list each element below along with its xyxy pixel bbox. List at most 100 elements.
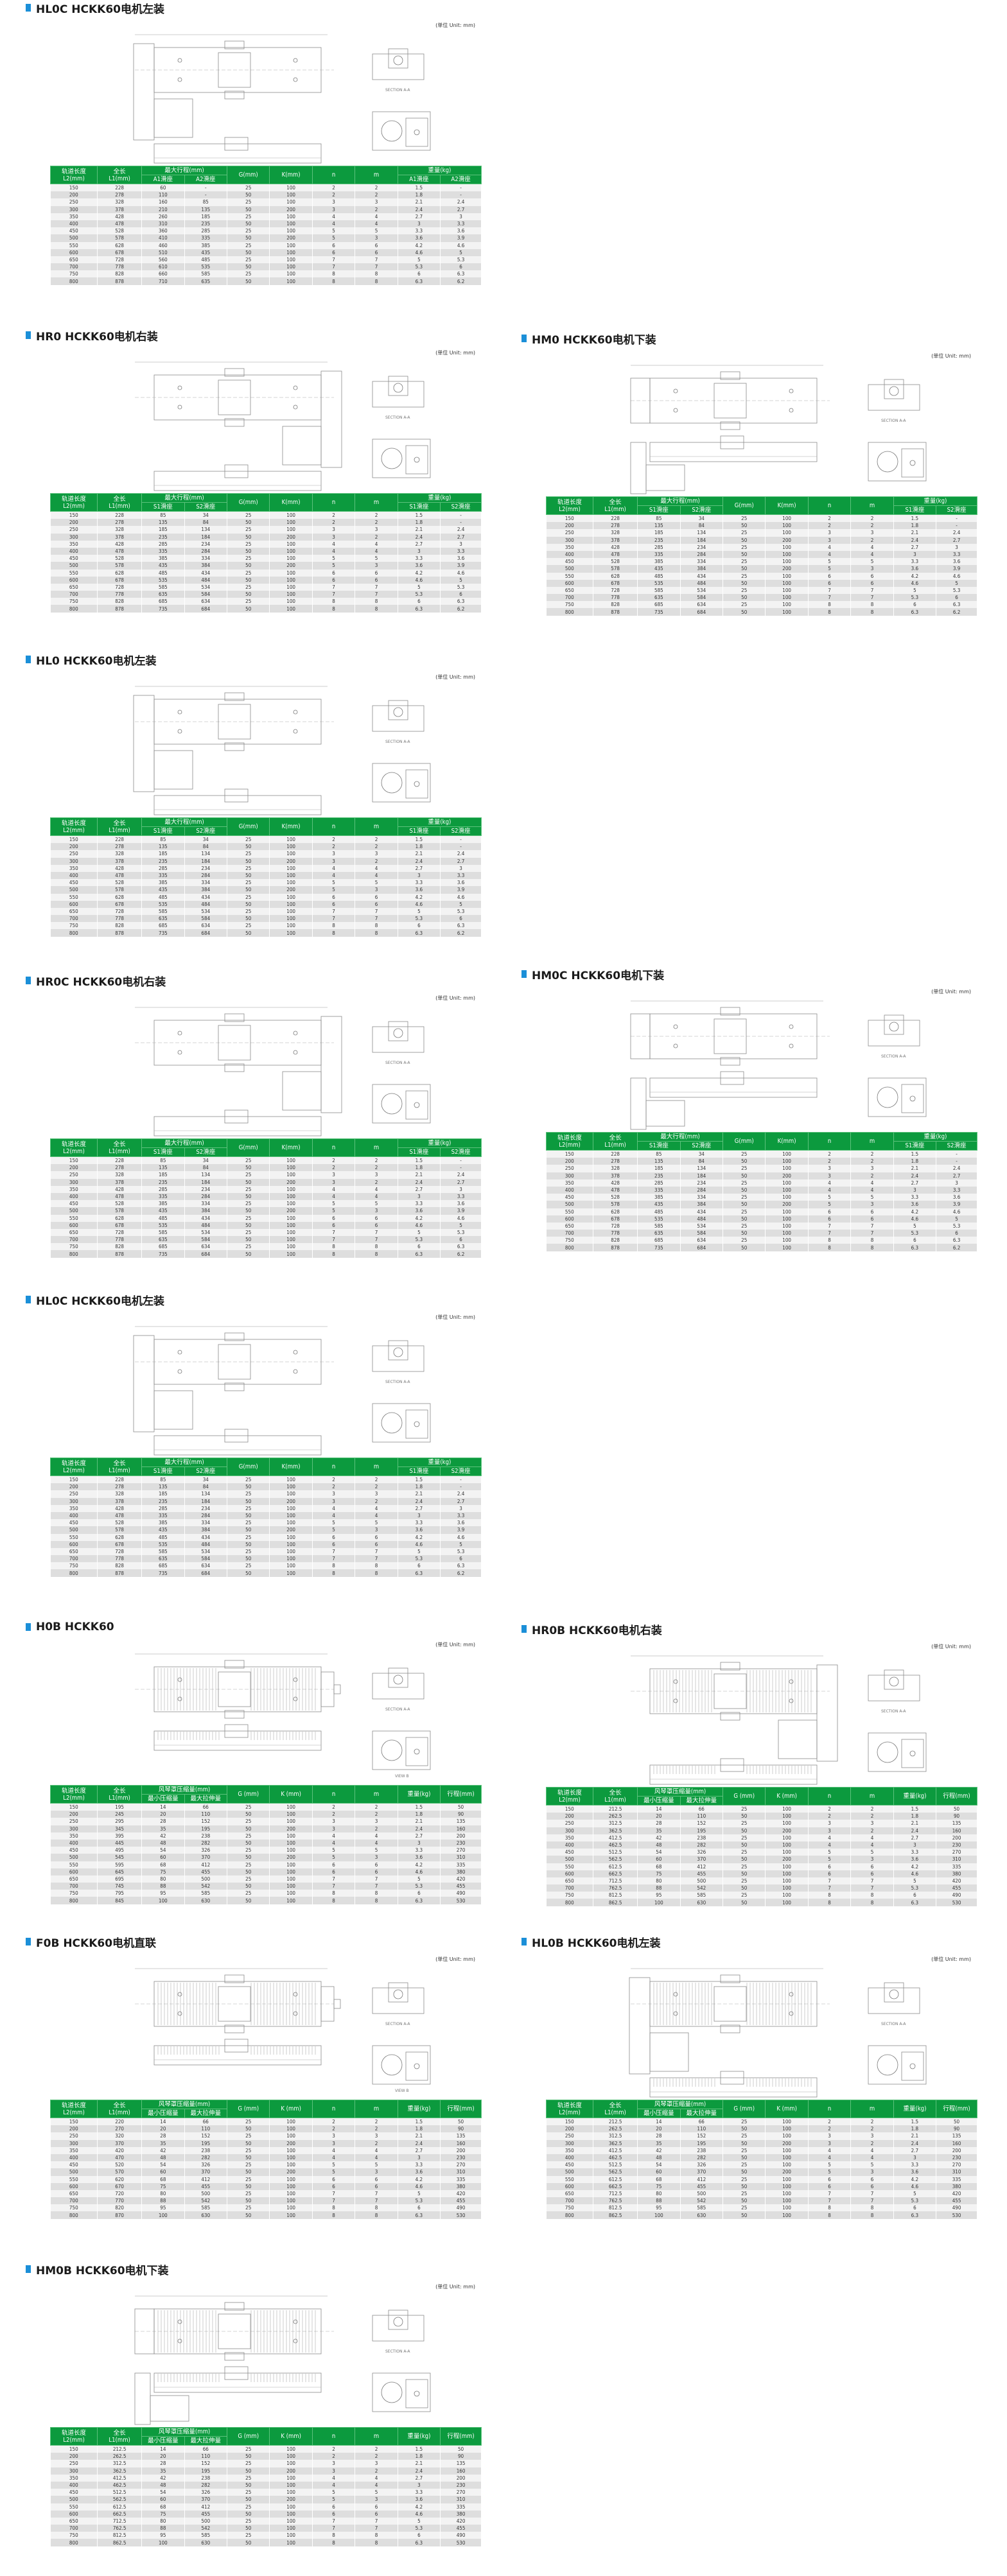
table-cell: 462.5 <box>593 2154 638 2162</box>
table-cell: 3 <box>312 857 356 865</box>
header-rail-length-text: 轨道长度 <box>557 1134 582 1142</box>
motor-flange-circle <box>877 451 898 473</box>
mounting-hole <box>293 385 298 390</box>
table-cell: 6.2 <box>936 1244 977 1251</box>
table-row: 500 578 435 384 50 200 5 3 3.6 3.9 <box>50 886 482 894</box>
table-cell: 400 <box>50 1839 98 1847</box>
table-cell: 378 <box>593 1172 638 1179</box>
table-cell: 778 <box>97 915 143 923</box>
table-row: 800 878 735 684 50 100 8 8 6.3 6.2 <box>546 608 977 616</box>
unit-label: (单位 Unit: mm) <box>931 1644 971 1649</box>
table-cell: - <box>440 1156 482 1165</box>
section-label: SECTION A-A <box>385 740 410 744</box>
product-section: HM0 HCKK60电机下装 (单位 Unit: mm) SECTION A-A 轨道… <box>521 331 978 645</box>
table-cell: 6 <box>808 2175 852 2183</box>
table-cell: 380 <box>936 1870 977 1877</box>
table-cell: 7 <box>312 2525 356 2532</box>
table-cell: 435 <box>141 1526 185 1534</box>
table-cell: 2.4 <box>893 536 937 544</box>
header-sub-1-text: A1滑座 <box>153 176 173 183</box>
slider-tab <box>720 1974 740 1983</box>
table-cell: 50 <box>227 886 270 894</box>
header-weight-sub-1: S1滑座 <box>397 502 441 512</box>
table-cell: 2 <box>355 1483 398 1491</box>
table-cell: 326 <box>680 1849 724 1856</box>
table-cell: 4.6 <box>398 1540 441 1548</box>
table-cell: 100 <box>269 1868 313 1875</box>
table-row: 250 328 185 134 25 100 3 3 2.1 2.4 <box>50 1490 482 1498</box>
section-label: SECTION A-A <box>881 419 906 423</box>
header-total-length-unit: L1(mm) <box>109 826 130 834</box>
table-cell: 100 <box>269 1818 313 1825</box>
table-cell: 100 <box>269 1185 313 1193</box>
table-cell: 650 <box>50 2517 98 2525</box>
header-g-text: G (mm) <box>238 2105 259 2112</box>
table-cell: 25 <box>722 2204 766 2212</box>
table-cell: 455 <box>936 1884 977 1892</box>
header-k: K(mm) <box>269 1458 313 1476</box>
section-profile <box>372 1345 425 1372</box>
rail-side-view <box>153 143 322 164</box>
header-weight-text: 重量(kg) <box>407 2433 431 2440</box>
unit-label: (单位 Unit: mm) <box>931 989 971 995</box>
table-cell: 25 <box>722 1194 766 1201</box>
table-cell: 8 <box>312 1890 356 1897</box>
end-view <box>868 1077 927 1117</box>
table-cell: 3.3 <box>398 555 441 562</box>
table-cell: 628 <box>97 893 143 901</box>
slider-tab <box>224 2024 245 2033</box>
table-cell: 678 <box>593 579 638 587</box>
header-group-stroke-text: 最大行程(mm) <box>164 1459 204 1466</box>
motor-body <box>153 750 193 790</box>
table-cell: 8 <box>312 922 356 930</box>
table-cell: 8 <box>312 1569 356 1577</box>
end-plate <box>405 1090 428 1120</box>
table-cell: 4 <box>808 2146 852 2154</box>
section-title-text: HR0B HCKK60电机右装 <box>532 1624 662 1637</box>
table-cell: 350 <box>546 1834 594 1841</box>
table-cell: 7 <box>312 2189 356 2198</box>
table-cell: 8 <box>808 1237 852 1244</box>
section-title-text: HM0 HCKK60电机下装 <box>532 333 656 347</box>
table-row: 550 628 485 434 25 100 6 6 4.2 4.6 <box>546 572 977 580</box>
table-cell: 312.5 <box>593 2132 638 2140</box>
table-cell: 110 <box>184 2125 228 2133</box>
table-cell: 4.2 <box>893 572 937 580</box>
table-cell: 3.3 <box>398 2161 441 2169</box>
table-cell: 300 <box>50 1178 98 1186</box>
table-cell: 28 <box>141 2132 185 2140</box>
table-cell: 6 <box>312 1214 356 1222</box>
table-cell: 25 <box>227 270 270 278</box>
table-cell: 50 <box>227 2467 270 2475</box>
table-cell: 250 <box>50 850 98 858</box>
header-weight-sub-2-text: A2滑座 <box>451 176 471 183</box>
table-cell: 600 <box>50 576 98 584</box>
table-cell: 90 <box>440 2453 482 2460</box>
table-cell: 2.7 <box>893 543 937 551</box>
table-cell: 14 <box>637 1805 681 1813</box>
table-cell: 528 <box>593 1194 638 1201</box>
header-total-length-unit: L1(mm) <box>604 505 626 513</box>
table-cell: 100 <box>269 1171 313 1179</box>
table-cell: 400 <box>50 220 98 228</box>
table-cell: 2 <box>850 536 894 544</box>
table-cell: 350 <box>546 2146 594 2154</box>
table-cell: 25 <box>722 1208 766 1215</box>
table-cell: 635 <box>637 1230 681 1237</box>
table-cell: 6 <box>355 2503 398 2511</box>
table-cell: 2 <box>312 2118 356 2126</box>
table-row: 800 878 735 684 50 100 8 8 6.3 6.2 <box>50 929 482 937</box>
table-cell: 2 <box>312 191 356 199</box>
table-cell: 200 <box>269 1178 313 1186</box>
table-cell: 2 <box>312 519 356 527</box>
view-b-label: VIEW B <box>395 1774 409 1779</box>
bearing <box>414 1102 420 1108</box>
mounting-hole <box>177 709 182 715</box>
table-cell: 285 <box>141 1504 185 1512</box>
table-cell: 100 <box>269 2182 313 2190</box>
table-cell: 8 <box>355 2211 398 2219</box>
table-cell: 3 <box>398 2154 441 2162</box>
table-cell: 100 <box>269 2539 313 2546</box>
table-cell: 1.5 <box>398 1803 441 1811</box>
table-cell: 434 <box>184 1533 228 1541</box>
